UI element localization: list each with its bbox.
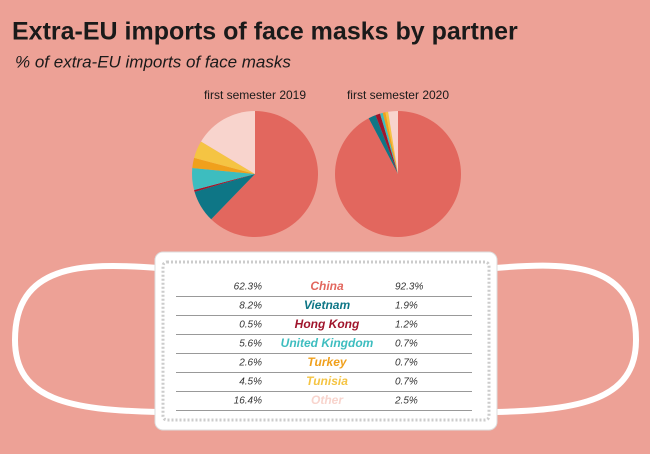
category-label: Hong Kong: [295, 317, 360, 331]
pie-slice: [388, 111, 398, 174]
value-label: 0.5%: [239, 320, 262, 331]
category-label: Vietnam: [304, 298, 351, 312]
pie-slice: [382, 112, 398, 174]
value-label: 8.2%: [239, 301, 262, 312]
value-label: 0.7%: [395, 377, 418, 388]
pie-slice: [192, 167, 255, 190]
value-label: 0.7%: [395, 358, 418, 369]
pie-label: first semester 2020: [347, 88, 449, 102]
title: Extra-EU imports of face masks by partne…: [12, 18, 518, 46]
value-label: 4.5%: [239, 377, 262, 388]
value-label: 2.5%: [394, 396, 418, 407]
pie-slice: [368, 115, 398, 174]
category-label: United Kingdom: [281, 336, 374, 350]
pie-slice: [192, 157, 255, 174]
pie-slice: [211, 111, 318, 237]
pie-slice: [335, 111, 462, 237]
value-label: 5.6%: [239, 339, 262, 350]
pie-label: first semester 2019: [204, 88, 306, 102]
pie-slice: [380, 112, 398, 174]
category-label: Tunisia: [306, 374, 348, 388]
category-label: Other: [311, 393, 344, 407]
ear-loop: [11, 262, 159, 415]
pie-slice: [194, 174, 255, 192]
value-label: 0.7%: [395, 339, 418, 350]
mask-panel: [172, 270, 480, 412]
value-label: 16.4%: [234, 396, 262, 407]
value-label: 2.6%: [238, 358, 262, 369]
category-label: China: [310, 279, 344, 293]
pie-slice: [375, 113, 398, 174]
value-label: 1.2%: [395, 320, 418, 331]
pie-slice: [194, 141, 255, 174]
pie-slice: [201, 111, 255, 174]
pie-slice: [194, 174, 255, 220]
ear-loop: [494, 262, 640, 415]
value-label: 1.9%: [395, 301, 418, 312]
value-label: 92.3%: [395, 282, 423, 293]
pie-slice: [385, 111, 398, 174]
subtitle: % of extra-EU imports of face masks: [15, 52, 291, 71]
category-label: Turkey: [307, 355, 347, 369]
value-label: 62.3%: [234, 282, 262, 293]
